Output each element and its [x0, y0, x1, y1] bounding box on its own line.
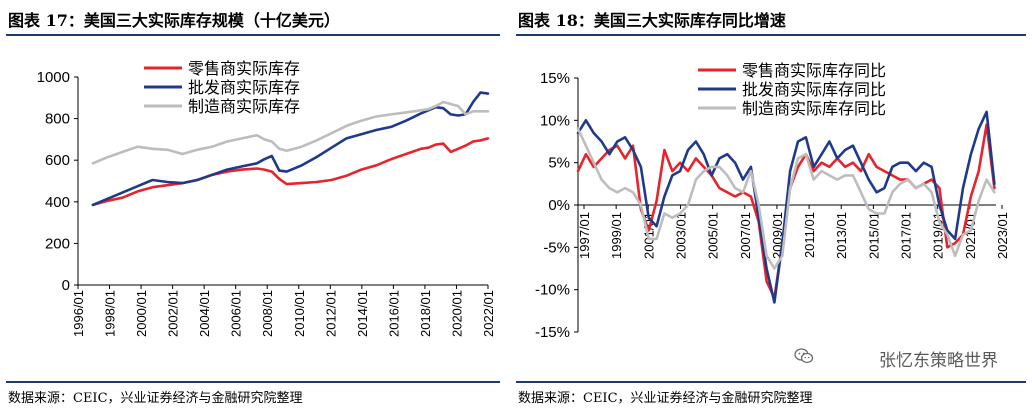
left-y-tick-label: 200 [45, 235, 70, 252]
right-y-tick-label: 10% [540, 112, 570, 129]
right-x-tick-label: 2021/01 [963, 212, 978, 259]
left-legend-label: 制造商实际库存 [188, 98, 300, 116]
right-chart-title: 图表 18：美国三大实际库存同比增速 [518, 11, 786, 30]
left-x-tick-label: 2000/01 [134, 290, 149, 337]
right-legend-label: 制造商实际库存同比 [742, 100, 886, 118]
right-x-tick-label: 2013/01 [834, 212, 849, 259]
right-x-tick-label: 1997/01 [577, 212, 592, 259]
left-x-tick-label: 2006/01 [229, 290, 244, 337]
left-x-tick-label: 2020/01 [449, 290, 464, 337]
right-title-rule [516, 34, 1026, 36]
right-y-tick-label: 5% [548, 155, 570, 172]
right-y-tick-label: -5% [543, 239, 570, 256]
left-x-tick-label: 1998/01 [103, 290, 118, 337]
right-chart-panel: 图表 18：美国三大实际库存同比增速 -15% -10% -5% 0% 5% 10% 15%… [510, 0, 1032, 412]
right-legend-label: 批发商实际库存同比 [742, 81, 886, 99]
right-x-tick-label: 2015/01 [866, 212, 881, 259]
left-x-tick-label: 2012/01 [323, 290, 338, 337]
right-y-tick-label: -10% [535, 282, 570, 299]
right-y-tick-label: -15% [535, 324, 570, 341]
right-x-tick-label: 1999/01 [609, 212, 624, 259]
right-y-tick-label: 0% [548, 197, 570, 214]
right-x-tick-label: 2003/01 [673, 212, 688, 259]
inventory-yoy-chart: -15%-10%-5%0%5%10%15%1997/01 1999/01 2001/… [535, 62, 1010, 341]
left-legend-label: 批发商实际库存 [188, 79, 300, 97]
right-legend-label: 零售商实际库存同比 [742, 62, 886, 80]
right-series-line-2 [576, 110, 996, 304]
left-y-tick-label: 0 [62, 277, 70, 294]
inventory-level-chart: 0 200 400 600 800 1000 1996/01 1998/01 2000/01 20… [37, 60, 496, 337]
left-x-tick-label: 2018/01 [418, 290, 433, 337]
left-x-tick-label: 2022/01 [481, 290, 496, 337]
left-series-line-3 [91, 100, 490, 165]
left-y-tick-label: 600 [45, 152, 70, 169]
right-y-tick-label: 15% [540, 70, 570, 87]
left-x-tick-label: 2008/01 [260, 290, 275, 337]
left-source-text: 数据来源：CEIC，兴业证券经济与金融研究院整理 [8, 391, 303, 406]
wechat-icon [794, 348, 814, 364]
right-x-tick-label: 2005/01 [706, 212, 721, 259]
left-x-tick-label: 2010/01 [292, 290, 307, 337]
left-x-tick-label: 2002/01 [166, 290, 181, 337]
left-x-tick-label: 2016/01 [386, 290, 401, 337]
left-x-tick-label: 1996/01 [71, 290, 86, 337]
left-chart-title: 图表 17：美国三大实际库存规模（十亿美元） [8, 11, 340, 30]
left-source-rule [6, 381, 500, 383]
left-y-tick-label: 400 [45, 194, 70, 211]
left-chart-panel: 图表 17：美国三大实际库存规模（十亿美元） 0 200 400 600 800 1000… [0, 0, 506, 412]
right-x-tick-label: 2007/01 [738, 212, 753, 259]
left-y-tick-label: 800 [45, 111, 70, 128]
right-x-tick-label: 2017/01 [899, 212, 914, 259]
right-x-tick-label: 2023/01 [995, 212, 1010, 259]
left-x-tick-label: 2014/01 [355, 290, 370, 337]
right-x-tick-label: 2011/01 [802, 212, 817, 258]
right-series-line-3 [576, 127, 996, 270]
left-title-rule [6, 34, 500, 36]
left-series-line-1 [91, 137, 490, 207]
right-source-text: 数据来源：CEIC，兴业证券经济与金融研究院整理 [518, 391, 813, 406]
left-y-tick-label: 1000 [37, 69, 70, 86]
right-source-rule [516, 381, 1026, 383]
left-x-tick-label: 2004/01 [197, 290, 212, 337]
left-series-line-2 [91, 91, 490, 207]
left-legend-label: 零售商实际库存 [188, 60, 300, 78]
watermark-text: 张忆东策略世界 [879, 351, 998, 371]
